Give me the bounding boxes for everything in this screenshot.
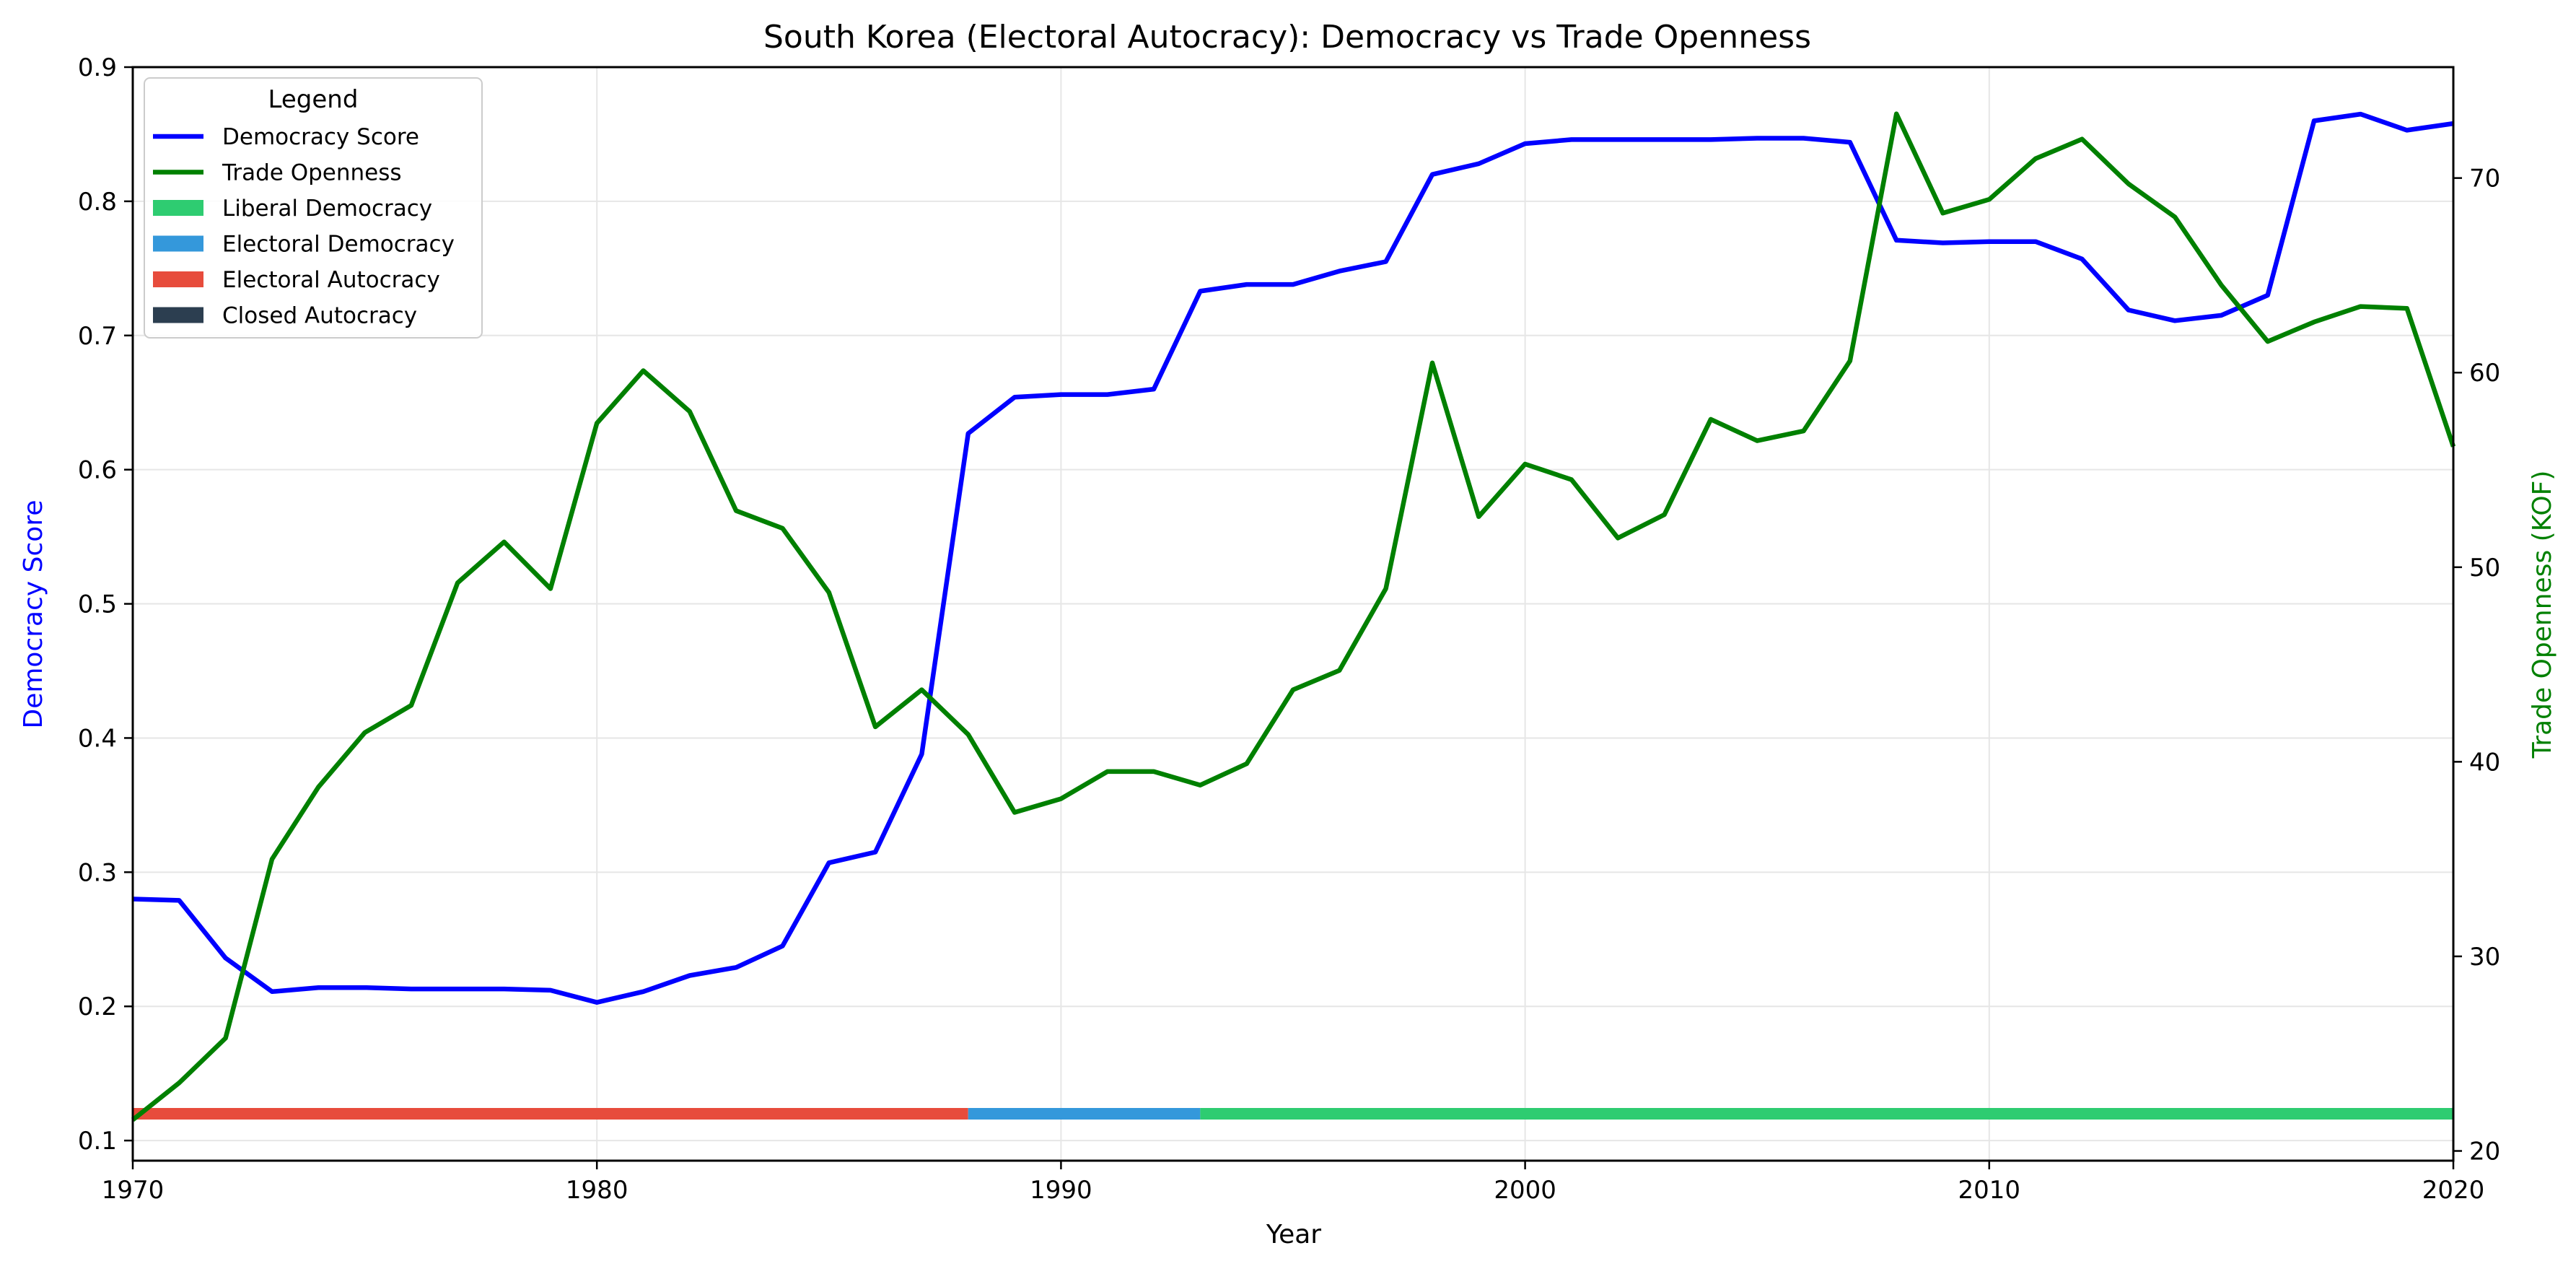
y-left-axis: 0.1 0.2 0.3 0.4 0.5 0.6 0.7 0.8 0.9 bbox=[78, 53, 133, 1156]
legend-label: Liberal Democracy bbox=[222, 196, 432, 222]
series-lines bbox=[131, 111, 2456, 1122]
y-left-tick-label: 0.2 bbox=[78, 992, 117, 1021]
legend-title: Legend bbox=[268, 85, 359, 114]
y-right-tick-label: 20 bbox=[2469, 1138, 2500, 1166]
y-left-tick-label: 0.9 bbox=[78, 53, 117, 82]
x-tick-label: 2020 bbox=[2422, 1176, 2485, 1205]
y-right-tick-label: 60 bbox=[2469, 359, 2500, 388]
x-tick-label: 2000 bbox=[1494, 1176, 1556, 1205]
legend-label: Electoral Autocracy bbox=[222, 267, 440, 293]
chart-title: South Korea (Electoral Autocracy): Democ… bbox=[763, 19, 1811, 56]
y-left-tick-label: 0.6 bbox=[78, 456, 117, 485]
series-line bbox=[131, 111, 2456, 1122]
legend-swatch bbox=[153, 307, 203, 323]
legend-swatch bbox=[153, 235, 203, 252]
x-tick-label: 1990 bbox=[1030, 1176, 1092, 1205]
x-tick-label: 1970 bbox=[102, 1176, 165, 1205]
legend-swatch bbox=[153, 200, 203, 216]
y-right-tick-label: 50 bbox=[2469, 554, 2500, 583]
y-left-tick-label: 0.3 bbox=[78, 858, 117, 887]
x-tick-label: 1980 bbox=[566, 1176, 628, 1205]
y-left-tick-label: 0.7 bbox=[78, 322, 117, 351]
y-left-tick-label: 0.4 bbox=[78, 724, 117, 753]
legend: Legend Democracy Score Trade Openness Libe… bbox=[144, 77, 483, 339]
y-right-axis: 20 30 40 50 60 70 bbox=[2453, 165, 2500, 1166]
y-right-tick-label: 70 bbox=[2469, 165, 2500, 193]
series-line bbox=[132, 111, 2454, 1005]
x-axis-label: Year bbox=[1266, 1220, 1321, 1249]
legend-label: Trade Openness bbox=[222, 160, 402, 186]
y-left-tick-label: 0.8 bbox=[78, 188, 117, 217]
plot-frame bbox=[131, 66, 2455, 1162]
legend-entries: Democracy Score Trade Openness Liberal Dem… bbox=[153, 124, 455, 329]
y-left-axis-label: Democracy Score bbox=[19, 500, 48, 729]
x-axis: 1970 1980 1990 2000 2010 2020 bbox=[102, 1161, 2485, 1205]
legend-label: Closed Autocracy bbox=[222, 303, 417, 329]
legend-swatch bbox=[153, 271, 203, 287]
y-right-tick-label: 30 bbox=[2469, 943, 2500, 972]
legend-label: Electoral Democracy bbox=[222, 232, 455, 258]
y-right-tick-label: 40 bbox=[2469, 748, 2500, 777]
x-tick-label: 2010 bbox=[1958, 1176, 2021, 1205]
y-left-tick-label: 0.1 bbox=[78, 1127, 117, 1156]
legend-label: Democracy Score bbox=[222, 124, 419, 150]
legend-box bbox=[144, 77, 483, 339]
y-right-axis-label: Trade Openness (KOF) bbox=[2528, 471, 2557, 759]
y-left-tick-label: 0.5 bbox=[78, 590, 117, 619]
